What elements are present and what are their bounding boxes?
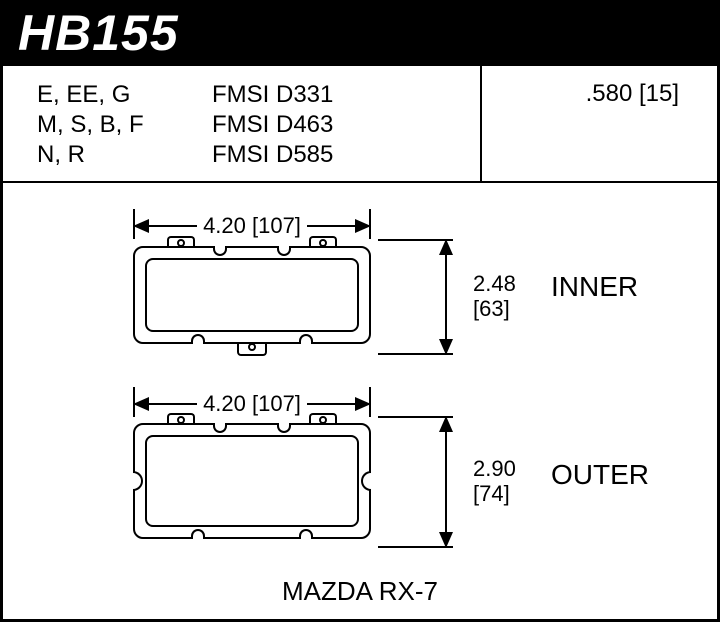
thickness-value: .580 [15] (586, 80, 679, 108)
ext-line (369, 387, 371, 417)
inner-pad (133, 246, 371, 344)
main-panel: E, EE, G M, S, B, F N, R FMSI D331 FMSI … (0, 66, 720, 622)
fmsi-line: FMSI D463 (212, 110, 333, 140)
inner-height-in: 2.48 (473, 271, 516, 296)
inner-label: INNER (551, 271, 638, 303)
fmsi-line: FMSI D585 (212, 140, 333, 170)
fmsi-codes: FMSI D331 FMSI D463 FMSI D585 (212, 80, 333, 170)
inner-width-label: 4.20 [107] (197, 213, 307, 239)
outer-label: OUTER (551, 459, 649, 491)
outer-width-label: 4.20 [107] (197, 391, 307, 417)
outer-height-labels: 2.90 [74] (473, 456, 516, 507)
inner-height-mm: [63] (473, 296, 516, 321)
outer-pad (133, 423, 371, 539)
ext-line (369, 209, 371, 239)
ext-line (133, 387, 135, 417)
outer-height-dim: 2.90 [74] (445, 416, 447, 548)
compounds-line: E, EE, G (37, 80, 212, 110)
compound-codes: E, EE, G M, S, B, F N, R (37, 80, 212, 170)
vehicle-name: MAZDA RX-7 (3, 576, 717, 607)
horizontal-divider (3, 181, 717, 183)
compounds-line: N, R (37, 140, 212, 170)
compounds-line: M, S, B, F (37, 110, 212, 140)
inner-width-dim: 4.20 [107] (133, 213, 371, 239)
info-row: E, EE, G M, S, B, F N, R FMSI D331 FMSI … (3, 66, 717, 170)
ext-line (133, 209, 135, 239)
outer-height-mm: [74] (473, 481, 516, 506)
fmsi-line: FMSI D331 (212, 80, 333, 110)
part-number: HB155 (18, 4, 179, 62)
inner-height-dim: 2.48 [63] (445, 239, 447, 355)
header-bar: HB155 (0, 0, 720, 66)
outer-height-in: 2.90 (473, 456, 516, 481)
vertical-divider (480, 66, 482, 181)
inner-height-labels: 2.48 [63] (473, 271, 516, 322)
